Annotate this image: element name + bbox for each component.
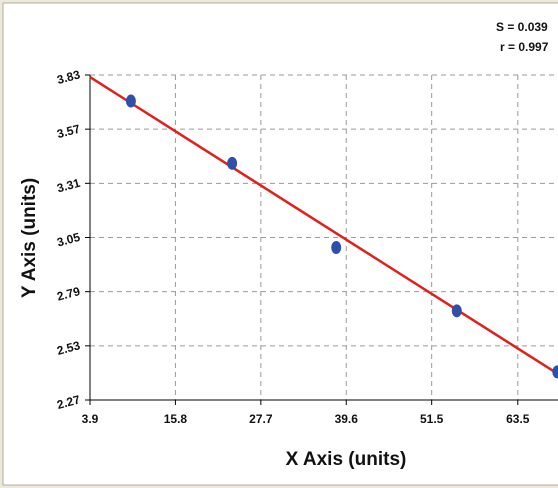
x-axis-title: X Axis (units) <box>286 449 407 470</box>
y-tick-label: 2.27 <box>55 392 81 412</box>
fit-line <box>89 76 558 376</box>
data-point <box>331 241 342 254</box>
data-point <box>451 304 462 318</box>
data-point <box>227 156 238 170</box>
annotation: S = 0.039 <box>496 20 548 34</box>
data-point <box>552 365 558 379</box>
y-axis-title: Y Axis (units) <box>19 178 40 298</box>
x-tick-label: 51.5 <box>420 412 444 426</box>
annotation: r = 0.997 <box>500 40 549 54</box>
x-tick-label: 39.6 <box>335 412 359 426</box>
y-tick-label: 3.83 <box>55 67 81 87</box>
y-tick-label: 3.05 <box>55 230 81 250</box>
y-tick-label: 2.79 <box>55 284 81 304</box>
x-tick-label: 27.7 <box>249 412 273 426</box>
data-point <box>125 94 136 108</box>
y-tick-label: 3.57 <box>55 122 81 142</box>
x-tick-label: 15.8 <box>164 412 188 426</box>
x-tick-label: 3.9 <box>82 412 99 426</box>
x-tick-label: 63.5 <box>506 412 530 426</box>
y-tick-label: 3.31 <box>55 176 81 196</box>
y-tick-label: 2.53 <box>55 338 81 358</box>
